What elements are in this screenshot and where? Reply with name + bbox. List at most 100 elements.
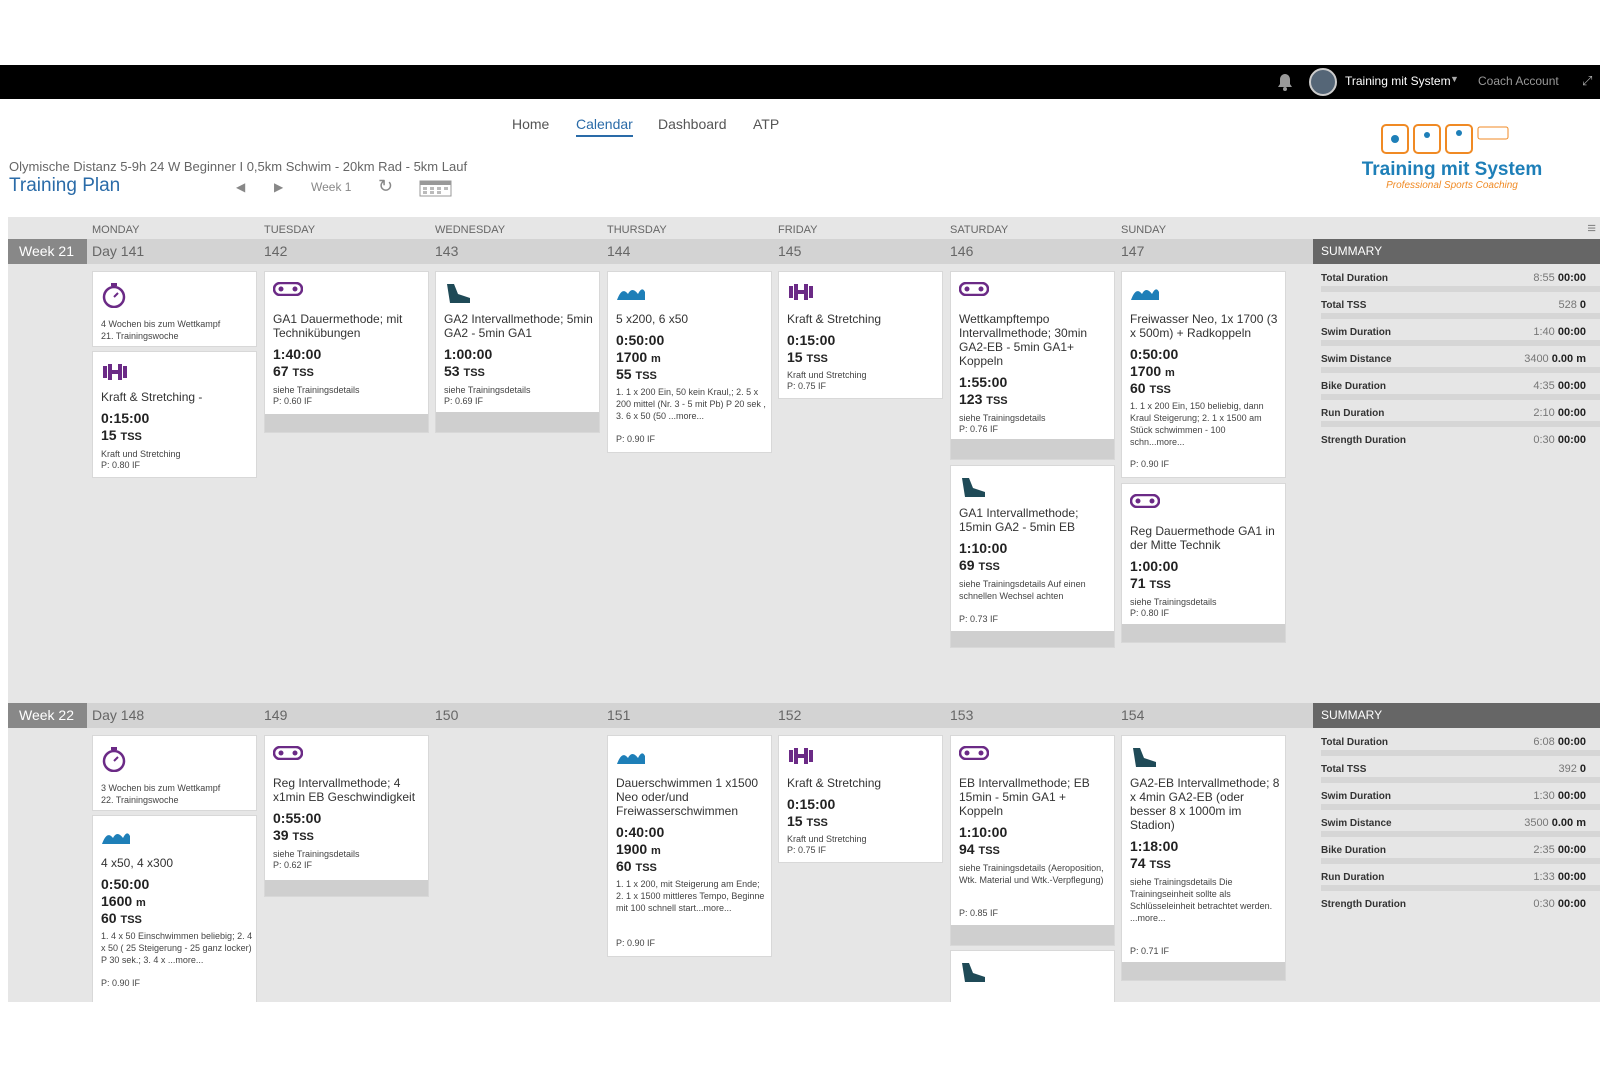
dumbbell-icon (789, 748, 813, 764)
day-number: 146 (950, 243, 974, 259)
logo-tagline: Professional Sports Coaching (1386, 180, 1518, 191)
workout-card[interactable]: Freiwasser Neo, 1x 1700 (3 x 500m) + Rad… (1121, 271, 1286, 478)
summary-panel: Total Duration 8:55 00:00 Total TSS 528 0 … (1313, 267, 1600, 456)
prev-week-icon[interactable]: ◀ (236, 180, 246, 194)
workout-card[interactable]: 5 x200, 6 x50 0:50:00 1700 m 55 TSS 1. 1… (607, 271, 772, 453)
intensity-graph (436, 412, 599, 432)
run-shoe-icon (962, 963, 985, 982)
workout-title: GA2 Intervallmethode; 5min GA2 - 5min GA… (444, 312, 593, 340)
refresh-icon[interactable]: ↻ (378, 176, 394, 196)
expand-icon[interactable]: ⤢ (1582, 73, 1593, 88)
workout-card[interactable]: 4 x50, 4 x300 0:50:00 1600 m 60 TSS 1. 4… (92, 815, 257, 1002)
nav-home[interactable]: Home (512, 116, 550, 132)
workout-title: Kraft & Stretching - (101, 390, 203, 404)
workout-if: P: 0.90 IF (616, 434, 656, 444)
workout-card[interactable]: Kraft & Stretching 0:15:00 15 TSS Kraft … (778, 735, 943, 863)
workout-tss: 94 TSS (959, 841, 1000, 857)
calendar-icon[interactable] (419, 179, 452, 197)
week-label[interactable]: Week 22 (8, 703, 87, 728)
summary-header: SUMMARY (1313, 239, 1600, 264)
workout-card[interactable]: Reg Dauermethode GA1 in der Mitte Techni… (1121, 483, 1286, 643)
workout-distance: 1900 m (616, 841, 661, 857)
summary-row: Total Duration 8:55 00:00 (1313, 267, 1600, 294)
summary-header: SUMMARY (1313, 703, 1600, 728)
workout-note: 1. 4 x 50 Einschwimmen beliebig; 2. 4 x … (101, 931, 253, 965)
day-number: 144 (607, 243, 631, 259)
day-header: MONDAY (92, 224, 140, 236)
event-card[interactable]: 4 Wochen bis zum Wettkampf 21. Trainings… (92, 271, 257, 347)
workout-note: 1. 1 x 200 Ein, 150 beliebig, dann Kraul… (1130, 401, 1264, 447)
workout-if: P: 0.62 IF (273, 860, 313, 870)
workout-card[interactable]: GA2 Intervallmethode; 5min GA2 - 5min GA… (435, 271, 600, 433)
sport-icons-logo (1381, 124, 1509, 154)
workout-title: Freiwasser Neo, 1x 1700 (3 x 500m) + Rad… (1130, 312, 1278, 340)
top-bar: Training mit System ▼ Coach Account ⤢ (0, 65, 1600, 99)
workout-card[interactable]: Kraft & Stretching - 0:15:00 15 TSS Kraf… (92, 351, 257, 478)
event-card[interactable]: 3 Wochen bis zum Wettkampf 22. Trainings… (92, 735, 257, 811)
dumbbell-icon (103, 364, 127, 380)
intensity-graph (1122, 624, 1285, 642)
workout-note: Kraft und Stretching (787, 834, 867, 844)
workout-duration: 0:55:00 (273, 810, 322, 826)
workout-note: siehe Trainingsdetails (Aeroposition, Wt… (959, 863, 1104, 885)
day-header: SATURDAY (950, 224, 1009, 236)
workout-duration: 1:40:00 (273, 346, 322, 362)
workout-card[interactable]: Kraft & Stretching 0:15:00 15 TSS Kraft … (778, 271, 943, 399)
workout-note: 1. 1 x 200, mit Steigerung am Ende; 2. 1… (616, 879, 765, 913)
avatar[interactable] (1309, 68, 1337, 96)
workout-tss: 60 TSS (101, 910, 142, 926)
week-bar: Week 22 Day 148 149 150 151 152 153 154 … (8, 703, 1600, 728)
summary-row: Total Duration 6:08 00:00 (1313, 731, 1600, 758)
note-line: 4 Wochen bis zum Wettkampf (101, 319, 221, 329)
nav-calendar[interactable]: Calendar (576, 116, 633, 137)
workout-duration: 1:00:00 (444, 346, 493, 362)
day-header: FRIDAY (778, 224, 818, 236)
bike-icon (959, 746, 989, 760)
intensity-graph (951, 925, 1114, 945)
workout-title: Wettkampftempo Intervallmethode; 30min G… (959, 312, 1088, 368)
summary-row: Swim Distance 3400 0.00 m (1313, 348, 1600, 375)
workout-if: P: 0.85 IF (959, 908, 999, 918)
workout-if: P: 0.90 IF (101, 978, 141, 988)
workout-card[interactable]: EB Intervallmethode; EB 15min - 5min GA1… (950, 735, 1115, 946)
note-line: 3 Wochen bis zum Wettkampf (101, 783, 221, 793)
nav-dashboard[interactable]: Dashboard (658, 116, 727, 132)
day-number: 149 (264, 707, 288, 723)
coach-account-link[interactable]: Coach Account (1478, 74, 1559, 88)
page-title: Training Plan (9, 175, 121, 196)
day-number: Day 141 (92, 243, 145, 259)
day-header: WEDNESDAY (435, 224, 506, 236)
bell-icon[interactable] (1277, 73, 1293, 91)
workout-card[interactable]: Wettkampftempo Intervallmethode; 30min G… (950, 271, 1115, 460)
workout-title: Dauerschwimmen 1 x1500 Neo oder/und Frei… (616, 776, 759, 818)
workout-note: siehe Trainingsdetails Auf einen schnell… (959, 579, 1086, 601)
workout-duration: 0:50:00 (1130, 346, 1179, 362)
summary-row: Strength Duration 0:30 00:00 (1321, 434, 1586, 446)
day-number: Day 148 (92, 707, 145, 723)
workout-duration: 1:18:00 (1130, 838, 1179, 854)
menu-icon[interactable]: ≡ (1587, 220, 1596, 237)
workout-card[interactable]: GA1 Dauermethode; mit Technikübungen 1:4… (264, 271, 429, 433)
workout-card[interactable]: Reg Intervallmethode; 4 x1min EB Geschwi… (264, 735, 429, 897)
nav-atp[interactable]: ATP (753, 116, 780, 132)
next-week-icon[interactable]: ▶ (274, 180, 284, 194)
workout-card[interactable] (950, 950, 1115, 1002)
day-number: 143 (435, 243, 459, 259)
summary-row: Run Duration 1:33 00:00 (1313, 866, 1600, 893)
workout-duration: 0:15:00 (787, 796, 836, 812)
user-name[interactable]: Training mit System (1345, 74, 1451, 88)
workout-card[interactable]: Dauerschwimmen 1 x1500 Neo oder/und Frei… (607, 735, 772, 957)
week-label[interactable]: Week 21 (8, 239, 87, 264)
workout-card[interactable]: GA2-EB Intervallmethode; 8 x 4min GA2-EB… (1121, 735, 1286, 981)
workout-tss: 60 TSS (1130, 380, 1171, 396)
logo-text: Training mit System (1361, 159, 1543, 180)
workout-card[interactable]: GA1 Intervallmethode; 15min GA2 - 5min E… (950, 465, 1115, 648)
workout-tss: 74 TSS (1130, 855, 1171, 871)
summary-row: Total TSS 392 0 (1313, 758, 1600, 785)
workout-if: P: 0.76 IF (959, 424, 999, 434)
day-number: 147 (1121, 243, 1145, 259)
chevron-down-icon[interactable]: ▼ (1450, 74, 1459, 84)
swim-wave-icon (1131, 289, 1159, 300)
workout-if: P: 0.69 IF (444, 396, 484, 406)
